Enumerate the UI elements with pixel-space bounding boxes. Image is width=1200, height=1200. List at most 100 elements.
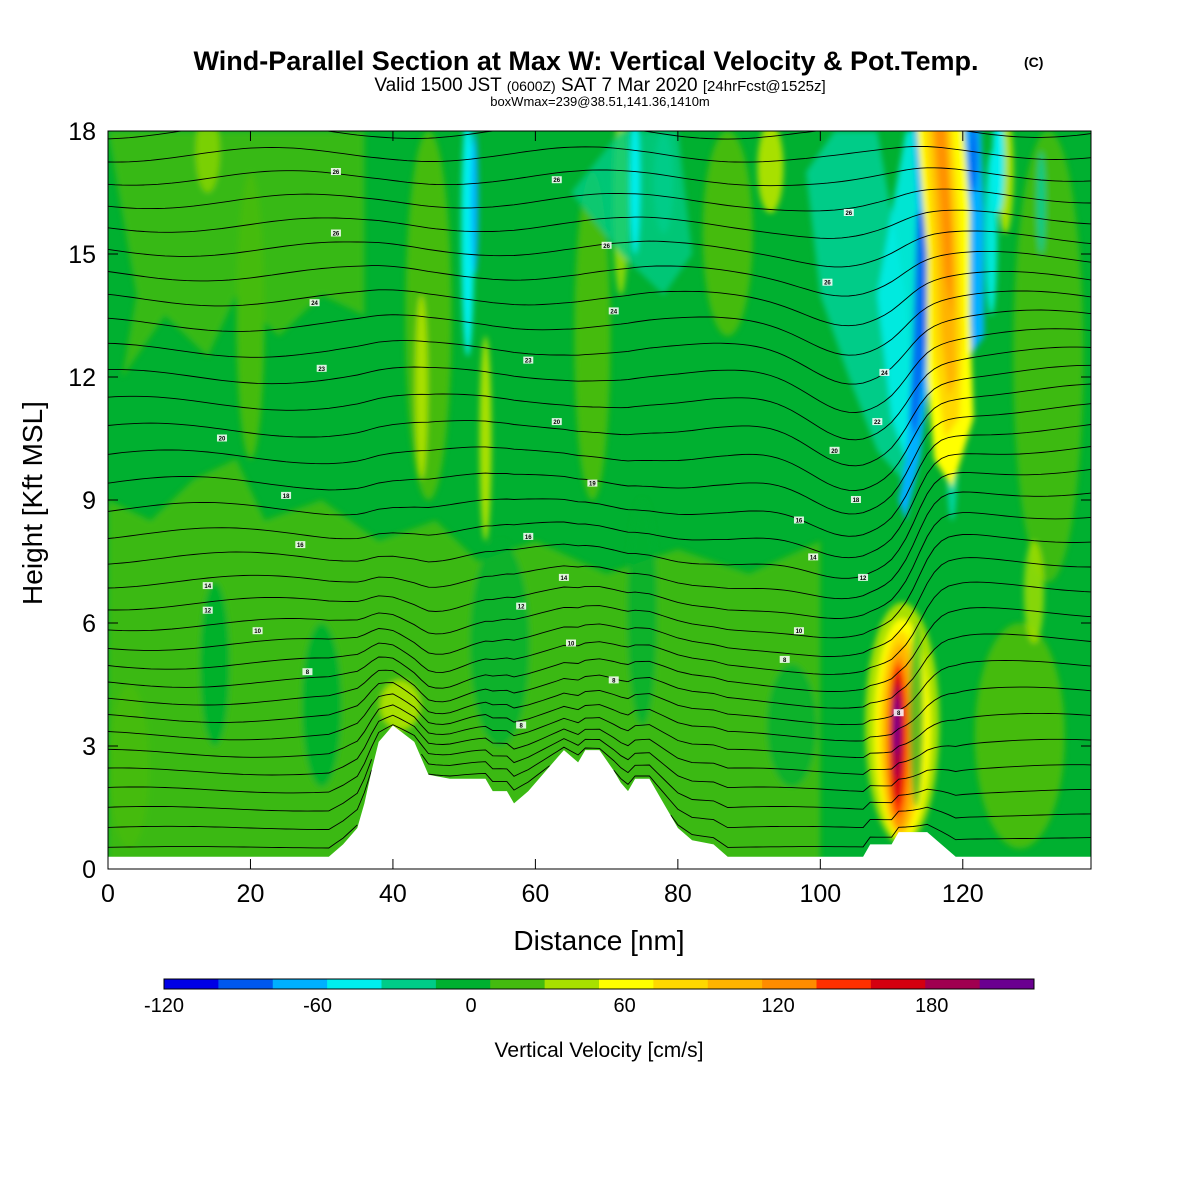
theta-isentrope	[108, 290, 1091, 356]
forecast-info: [24hrFcst@1525z]	[703, 78, 826, 95]
contour-label-bg	[843, 209, 854, 216]
theta-isentrope	[108, 309, 1091, 385]
contour-label-bg	[281, 491, 292, 499]
contour-label-bg	[566, 639, 577, 647]
contour-label: 23	[318, 367, 325, 373]
w-field-region	[471, 131, 479, 275]
theta-isentrope	[108, 686, 1091, 742]
valid-time-local: Valid 1500 JST	[374, 75, 502, 96]
theta-isentrope	[108, 533, 1091, 639]
contour-label-bg	[309, 299, 320, 307]
contour-label-bg	[516, 602, 527, 610]
contour-label: 18	[853, 498, 860, 504]
w-field-region	[380, 680, 421, 730]
vertical-velocity-field: 26 26 26 26 26 24 24 26 23 23 24 20 20 22 20 19 18 18 16 16…	[108, 131, 1091, 869]
contour-label-bg	[850, 496, 861, 503]
contour-label: 12	[204, 609, 211, 615]
contour-label-bg	[893, 709, 904, 717]
colorbar-tick-label: 0	[465, 995, 476, 1017]
contour-label-bg	[879, 368, 890, 376]
colorbar-bin	[762, 979, 817, 989]
w-field-region	[985, 151, 998, 316]
contour-label: 26	[824, 281, 831, 287]
colorbar-bin	[925, 979, 981, 989]
theta-isentrope	[108, 512, 1091, 619]
contour-label: 14	[204, 584, 211, 590]
colorbar-bin	[707, 979, 763, 989]
contour-label-bg	[829, 446, 840, 454]
contour-label: 8	[612, 678, 616, 684]
w-field-region	[909, 213, 931, 439]
contour-label-bg	[608, 307, 619, 315]
y-tick-label: 6	[82, 610, 96, 638]
w-field-region	[766, 664, 817, 787]
theta-isentrope	[108, 633, 1091, 709]
contour-label: 26	[333, 232, 340, 238]
contour-label-bg	[316, 364, 327, 372]
colorbar-tick-label: 60	[613, 995, 635, 1017]
w-field-region	[108, 459, 821, 869]
contour-label-bg	[202, 582, 213, 590]
contour-label: 24	[311, 301, 318, 307]
theta-isentrope	[108, 714, 1091, 776]
w-field-region	[199, 582, 230, 746]
x-tick-label: 60	[521, 880, 549, 908]
terrain-mask	[108, 725, 1091, 869]
colorbar-label: Vertical Velocity [cm/s]	[495, 1039, 704, 1062]
contour-label: 12	[860, 576, 867, 582]
contour-label: 26	[845, 211, 852, 217]
theta-isentrope	[108, 145, 1091, 163]
theta-isentrope	[108, 765, 1091, 830]
contour-label: 24	[881, 371, 888, 377]
contour-label-bg	[516, 721, 527, 729]
contour-label: 8	[783, 658, 787, 664]
contour-label-bg	[779, 655, 790, 663]
colorbar-bin	[164, 979, 219, 989]
theta-isentrope	[108, 814, 1091, 849]
box-wmax-info: boxWmax=239@38.51,141.36,1410m	[490, 94, 710, 109]
contour-label: 20	[553, 420, 560, 426]
colorbar-bin	[653, 979, 709, 989]
contour-label-bg	[551, 176, 562, 184]
colorbar-tick-label: -60	[303, 995, 332, 1017]
colorbar-frame	[163, 978, 1035, 990]
contour-label-bg	[872, 418, 883, 426]
y-tick-label: 15	[68, 241, 96, 269]
contour-label: 12	[518, 605, 525, 611]
copyright-mark: (C)	[1024, 54, 1043, 70]
contour-label: 26	[333, 170, 340, 176]
colorbar-bin	[490, 979, 546, 989]
x-tick-label: 80	[664, 880, 692, 908]
theta-isentrope	[108, 557, 1091, 657]
contour-label: 22	[874, 420, 881, 426]
contour-label: 8	[306, 670, 310, 676]
contour-label: 8	[897, 711, 901, 717]
w-field-region	[301, 623, 342, 787]
theta-isentrope	[108, 328, 1091, 413]
contour-label-bg	[330, 229, 341, 237]
w-field-region	[1013, 131, 1084, 582]
colorbar-tick-label: -120	[144, 995, 184, 1017]
contour-label-bg	[202, 606, 213, 614]
contour-label: 19	[589, 482, 596, 488]
x-tick-label: 120	[942, 880, 984, 908]
contour-label-bg	[551, 418, 562, 426]
colorbar-bin	[870, 979, 926, 989]
w-field-region	[469, 541, 530, 746]
contour-label: 8	[519, 724, 523, 730]
y-axis-label: Height [Kft MSL]	[17, 401, 48, 605]
contour-label: 16	[525, 535, 532, 541]
contour-label: 24	[610, 309, 617, 315]
theta-isentrope	[108, 383, 1091, 491]
theta-isentrope	[108, 346, 1091, 441]
y-tick-label: 3	[82, 733, 96, 761]
theta-isentrope	[108, 250, 1091, 297]
w-field-region	[415, 295, 428, 480]
y-tick-label: 0	[82, 856, 96, 884]
theta-isentrope	[108, 607, 1091, 692]
x-tick-label: 20	[237, 880, 265, 908]
x-tick-label: 0	[101, 880, 115, 908]
contour-label-bg	[608, 676, 619, 684]
y-tick-label: 18	[68, 118, 96, 146]
colorbar-bin	[979, 979, 1035, 989]
